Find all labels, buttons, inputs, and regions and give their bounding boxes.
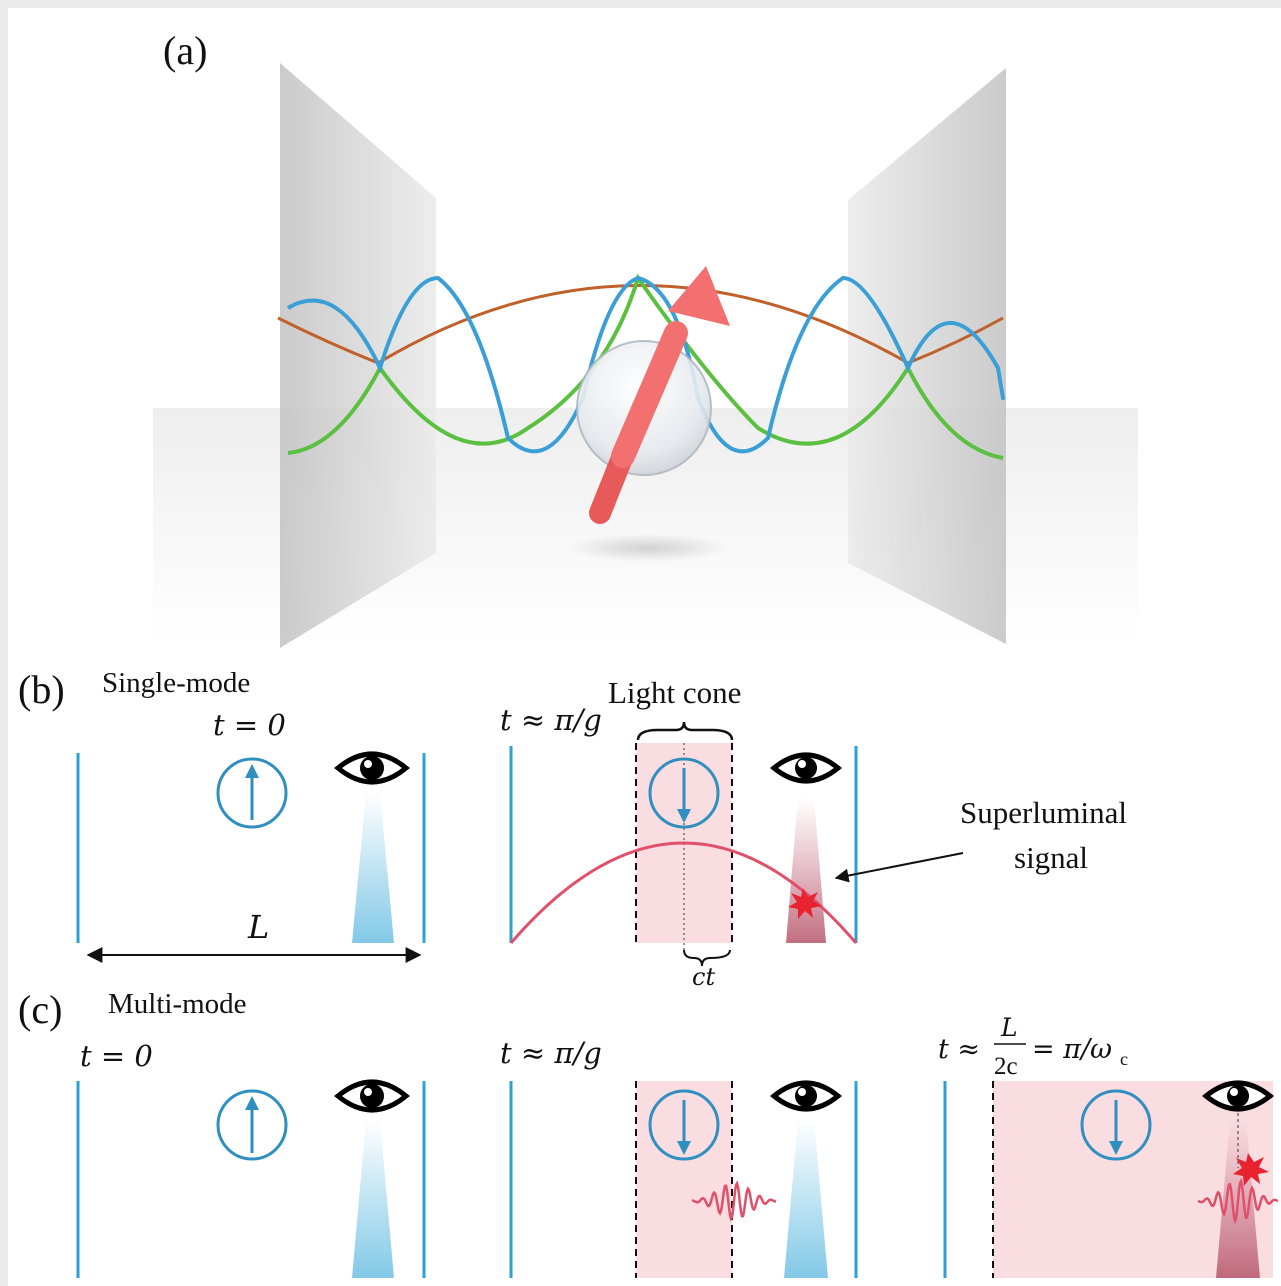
eye-icon	[1202, 1080, 1274, 1112]
time-1: t = 0	[80, 1039, 153, 1073]
signal-star	[788, 888, 822, 919]
panel-b-time-right: t ≈ π/g	[500, 703, 602, 737]
atom-spin-down	[1080, 1089, 1152, 1161]
time-3-suffix: = π/ω	[1032, 1034, 1112, 1065]
panel-b-title: Single-mode	[102, 667, 250, 699]
superluminal-line1: Superluminal	[960, 795, 1127, 830]
panel-c-label: (c)	[18, 987, 62, 1032]
time-3-numerator: L	[1000, 1013, 1018, 1042]
wave-packet	[1197, 1177, 1279, 1225]
atom-spin-up	[216, 757, 288, 829]
eye-icon	[334, 1079, 410, 1113]
time-3-subscript: c	[1120, 1049, 1128, 1069]
figure-svg: (a) (b) Single-mode t = 0 L t	[18, 28, 1279, 1278]
detector-beam	[784, 1120, 828, 1278]
panel-a-label: (a)	[163, 28, 207, 73]
figure: (a) (b) Single-mode t = 0 L t	[8, 8, 1281, 1286]
light-cone-label: Light cone	[608, 675, 741, 710]
cavity-b-left: L	[76, 751, 426, 963]
ct-label: ct	[692, 963, 715, 991]
atom-spin-down	[648, 757, 720, 829]
superluminal-line2: signal	[1014, 840, 1088, 875]
cavity-c-2: t ≈ π/g	[500, 1036, 858, 1278]
spin-arrow-3d	[589, 266, 730, 524]
panel-a: (a)	[153, 28, 1138, 648]
detector-beam	[352, 793, 394, 943]
panel-b-label: (b)	[18, 667, 65, 712]
eye-icon	[770, 1080, 842, 1112]
length-label: L	[247, 908, 269, 946]
time-3-denominator: 2c	[994, 1053, 1018, 1080]
single-mode-field	[509, 841, 858, 944]
eye-icon	[334, 751, 410, 785]
panel-c-title: Multi-mode	[108, 988, 247, 1020]
panel-b-time-left: t = 0	[213, 708, 286, 742]
detector-beam-red	[786, 798, 826, 943]
time-3-prefix: t ≈	[938, 1034, 980, 1065]
atom-spin-up	[216, 1089, 288, 1161]
signal-star	[1233, 1153, 1269, 1186]
atom-spin-down	[648, 1089, 720, 1161]
orange-mode-wave	[277, 284, 1004, 365]
light-cone-brace	[636, 721, 734, 741]
cavity-c-3: t ≈ L 2c = π/ω c	[938, 1013, 1279, 1278]
wave-packet	[691, 1180, 777, 1222]
detector-beam	[352, 1120, 394, 1278]
eye-icon	[770, 752, 842, 784]
ct-brace	[683, 949, 731, 967]
time-2: t ≈ π/g	[500, 1036, 602, 1070]
superluminal-arrow	[834, 852, 964, 883]
panel-c: (c) Multi-mode t = 0 t ≈ π/g	[18, 987, 1279, 1278]
shadow	[568, 534, 728, 562]
cavity-b-right: t ≈ π/g Light cone ct S	[500, 675, 1127, 991]
cavity-c-1: t = 0	[76, 1039, 426, 1278]
panel-b: (b) Single-mode t = 0 L t ≈ π/g Light	[18, 667, 1127, 991]
